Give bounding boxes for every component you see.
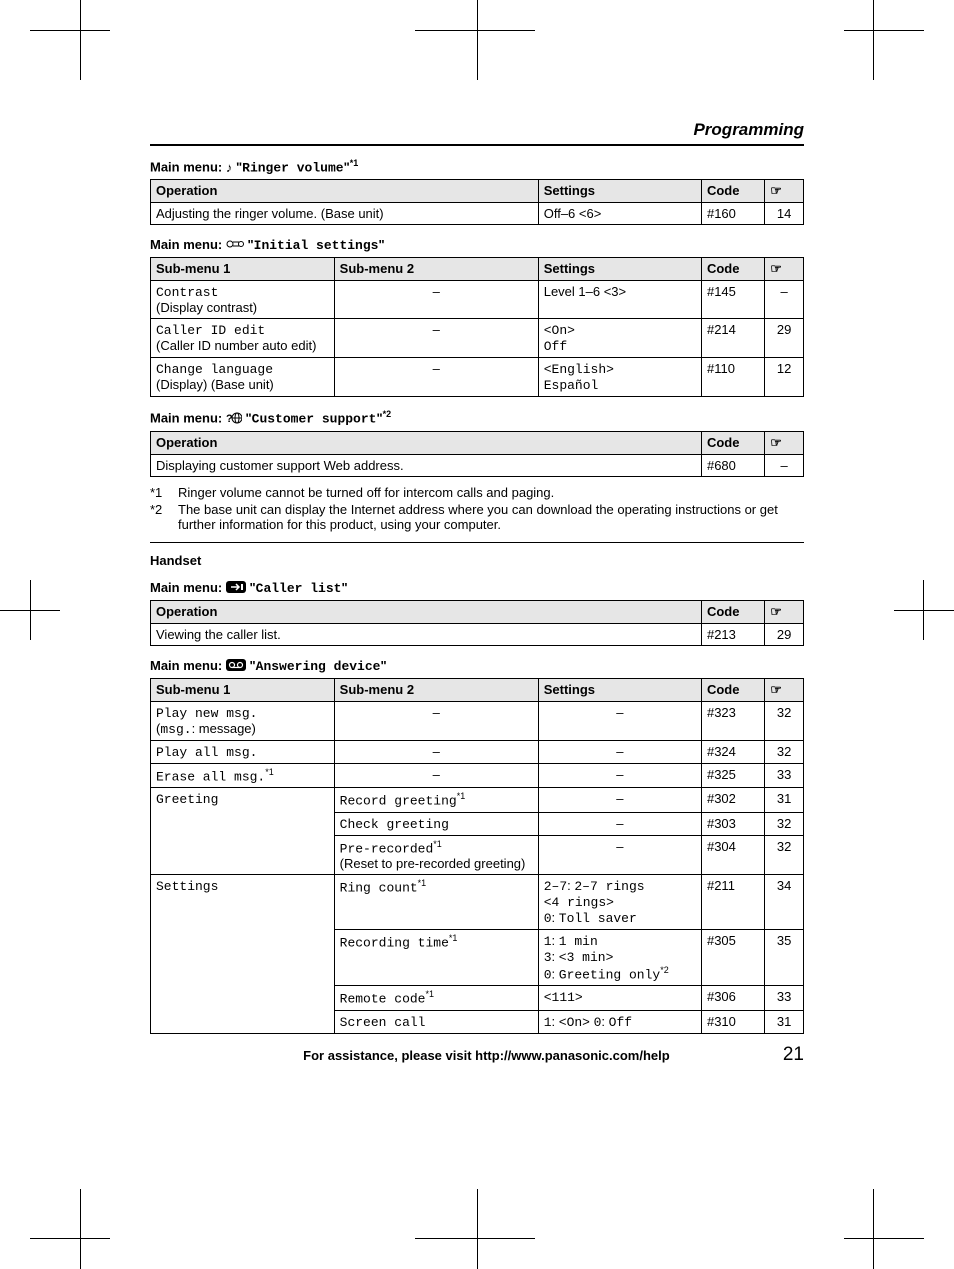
arrow-icon <box>226 581 246 596</box>
table-customer-support: Operation Code ☞ Displaying customer sup… <box>150 431 804 477</box>
col-page: ☞ <box>765 180 804 203</box>
page-number: 21 <box>783 1044 804 1066</box>
table-row: Settings Ring count*1 2–7: 2–7 rings<4 r… <box>151 874 804 929</box>
col-settings: Settings <box>538 180 701 203</box>
table-answering-device: Sub-menu 1 Sub-menu 2 Settings Code ☞ Pl… <box>150 678 804 1034</box>
tape-icon <box>226 659 246 674</box>
table-row: Change language(Display) (Base unit) – <… <box>151 358 804 397</box>
menu-caller-list: Main menu: "Caller list" <box>150 580 804 596</box>
menu-initial-settings: Main menu: "Initial settings" <box>150 237 804 253</box>
table-row: Caller ID edit(Caller ID number auto edi… <box>151 319 804 358</box>
table-row: Erase all msg.*1 – – #325 33 <box>151 763 804 787</box>
section-title: Programming <box>150 120 804 146</box>
handset-header: Handset <box>150 553 804 568</box>
menu-ringer-volume: Main menu: ♪ "Ringer volume"*1 <box>150 158 804 175</box>
col-code: Code <box>701 180 764 203</box>
menu-customer-support: Main menu: ? "Customer support"*2 <box>150 409 804 426</box>
table-ringer-volume: Operation Settings Code ☞ Adjusting the … <box>150 179 804 225</box>
page-content: Programming Main menu: ♪ "Ringer volume"… <box>150 120 804 1066</box>
col-operation: Operation <box>151 180 539 203</box>
settings-icon <box>226 238 244 253</box>
table-row: Play all msg. – – #324 32 <box>151 740 804 763</box>
table-row: Adjusting the ringer volume. (Base unit)… <box>151 203 804 225</box>
note-icon: ♪ <box>226 160 233 175</box>
table-row: Play new msg.(msg.: message) – – #323 32 <box>151 701 804 740</box>
table-initial-settings: Sub-menu 1 Sub-menu 2 Settings Code ☞ Co… <box>150 257 804 397</box>
table-caller-list: Operation Code ☞ Viewing the caller list… <box>150 600 804 646</box>
table-row: Greeting Record greeting*1 – #302 31 <box>151 788 804 812</box>
table-row: Displaying customer support Web address.… <box>151 454 804 476</box>
page-footer: For assistance, please visit http://www.… <box>150 1044 804 1066</box>
divider <box>150 542 804 543</box>
menu-answering-device: Main menu: "Answering device" <box>150 658 804 674</box>
table-row: Viewing the caller list. #213 29 <box>151 623 804 645</box>
table-row: Contrast(Display contrast) – Level 1–6 <… <box>151 281 804 319</box>
globe-icon: ? <box>226 412 242 427</box>
footnotes: *1Ringer volume cannot be turned off for… <box>150 485 804 532</box>
footer-assist: For assistance, please visit http://www.… <box>190 1048 783 1063</box>
